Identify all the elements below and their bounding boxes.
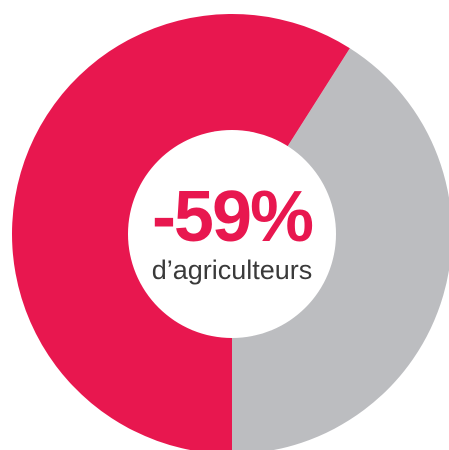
center-label: d’agriculteurs	[152, 255, 313, 285]
donut-hole	[128, 130, 336, 338]
center-value: -59%	[152, 177, 313, 257]
